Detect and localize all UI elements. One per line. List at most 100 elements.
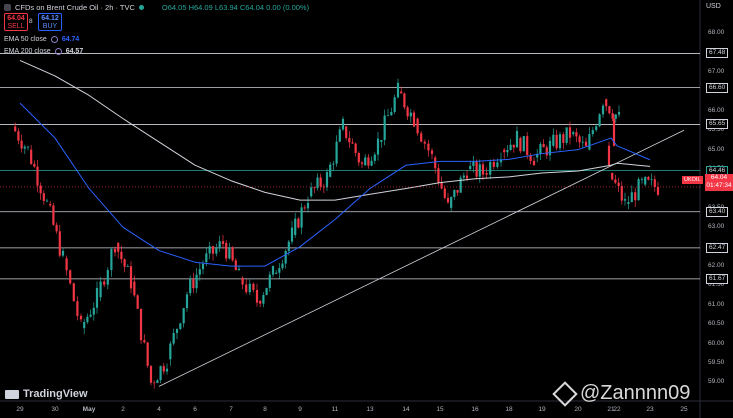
time-tick-label: 9 [298,406,302,413]
candle-body [620,185,623,201]
candle-body [351,142,354,144]
candle-body [403,93,406,108]
price-tick-label: 61.50 [708,281,725,289]
candle-body [198,269,201,275]
candle-body [143,340,146,343]
candle-body [532,160,536,166]
time-tick-label: 13 [366,406,374,413]
candle-body [39,185,42,194]
candle-body [360,162,364,164]
candle-body [208,246,211,254]
candle-body [126,266,129,267]
price-tick-label: 68.00 [708,29,725,37]
candle-body [542,144,545,148]
candle-body [396,82,400,98]
candle-body [515,130,519,148]
candle-body [26,146,30,148]
candle-body [526,136,529,155]
candle-body [241,277,244,285]
candle-body [195,274,198,289]
time-tick-label: 2 [121,406,125,413]
candle-body [481,164,485,175]
candle-body [284,250,287,264]
candle-body [496,162,499,167]
candle-body [423,141,426,144]
candle-body [430,150,434,155]
candle-body [72,283,75,302]
candle-body [634,192,637,201]
candle-body [406,107,409,117]
candle-body [319,177,322,187]
candle-body [562,134,565,143]
buy-button[interactable]: 64.12 BUY [38,13,62,31]
price-tick-label: 59.50 [708,359,725,367]
time-tick-label: 23 [646,406,654,413]
candle-body [45,200,49,202]
candle-body [228,247,231,259]
legend-ema200-name: EMA 200 close [4,48,51,55]
sell-button[interactable]: 64.04 SELL [4,13,28,31]
candle-body [259,301,262,304]
tradingview-brand: TradingView [5,388,88,400]
candle-body [297,218,300,228]
candle-body [103,281,106,285]
candle-body [545,147,548,156]
candle-body [412,112,416,127]
candle-body [446,197,450,203]
candle-body [617,182,620,186]
candle-body [294,218,297,236]
candle-body [370,160,373,166]
price-tick-label: 66.00 [708,106,725,114]
candle-body [149,365,153,383]
candle-body [591,130,594,135]
legend-ema50-name: EMA 50 close [4,36,47,43]
candle-body [325,172,329,188]
candle-body [55,224,58,232]
candle-body [512,144,515,148]
legend-ema50-value: 64.74 [61,36,80,43]
candle-body [465,175,469,179]
candle-body [653,179,656,188]
candle-body [416,118,419,134]
candle-body [92,307,95,315]
candle-body [231,247,234,261]
candle-body [153,382,156,384]
candle-body [572,132,575,135]
candle-body [341,118,345,130]
brand-name: TradingView [23,388,88,400]
candle-body [133,281,136,296]
candle-body [225,242,228,259]
legend-ema50-icon [50,36,58,43]
candle-body [539,144,542,154]
level-price-label: 66.60 [706,82,729,93]
candle-body [42,193,45,201]
candle-body [95,288,99,308]
legend-ema200[interactable]: EMA 200 close 64.57 [4,48,83,55]
binance-logo-icon [552,380,578,407]
level-price-label: 65.65 [706,119,729,130]
candle-body [110,249,113,271]
candle-body [503,149,506,153]
candle-body [332,163,335,165]
candle-body [575,132,578,137]
candle-body [262,294,265,304]
candle-body [248,283,251,293]
candle-body [271,266,275,275]
candle-body [568,127,572,138]
price-tick-label: 62.00 [708,262,725,270]
candle-body [644,176,647,185]
time-tick-label: 18 [505,406,513,413]
candle-body [611,113,614,119]
candle-body [601,105,605,115]
candle-body [440,182,443,189]
chart-header: CFDs on Brent Crude Oil · 2h · TVC O64.0… [4,3,309,12]
sell-price: 64.04 [7,15,25,22]
candle-body [427,143,430,151]
legend-ema50[interactable]: EMA 50 close 64.74 [4,36,79,43]
price-tick-label: 67.00 [708,68,725,76]
time-tick-label: 7 [229,406,233,413]
candle-body [614,179,617,183]
time-tick-label: May [82,406,96,413]
